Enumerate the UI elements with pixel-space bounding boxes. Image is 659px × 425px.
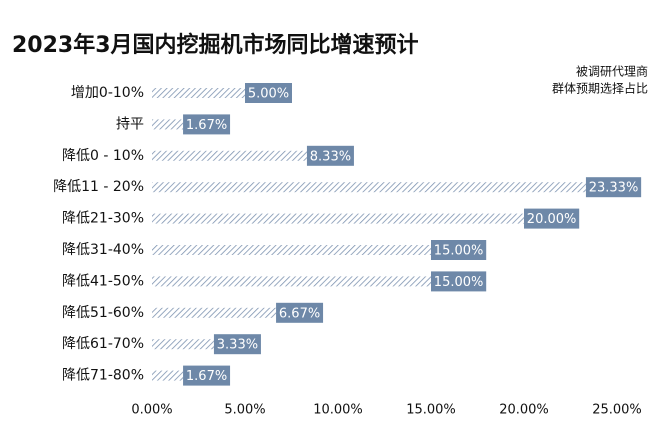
y-tick-label: 降低21-30%: [62, 211, 144, 227]
y-tick-label: 降低41-50%: [62, 273, 144, 289]
x-tick-label: 15.00%: [406, 403, 456, 418]
value-label: 15.00%: [434, 275, 484, 290]
value-label-box: [245, 83, 292, 103]
x-tick-label: 0.00%: [131, 403, 172, 418]
value-label-box: [213, 334, 261, 355]
value-label-box: [431, 271, 487, 292]
value-label-box: [585, 177, 642, 198]
value-label-box: [183, 365, 231, 386]
bar: [152, 307, 277, 318]
value-label: 5.00%: [248, 87, 289, 102]
value-label: 8.33%: [310, 149, 351, 164]
y-tick-label: 增加0-10%: [71, 85, 144, 101]
value-label: 23.33%: [589, 181, 639, 196]
bar: [152, 276, 431, 287]
y-tick-label: 持平: [116, 116, 144, 132]
bar: [152, 182, 586, 193]
y-tick-label: 降低71-80%: [62, 368, 144, 384]
y-tick-label: 降低0 - 10%: [62, 148, 144, 164]
y-tick-label: 降低61-70%: [62, 336, 144, 352]
bar: [152, 245, 431, 255]
y-tick-label: 降低11 - 20%: [53, 179, 144, 195]
value-label-box: [276, 302, 324, 323]
y-tick-label: 降低31-40%: [62, 242, 144, 258]
subtitle: 群体预期选择占比: [552, 81, 648, 96]
value-label: 15.00%: [434, 244, 484, 259]
value-label-box: [183, 114, 231, 135]
subtitle: 被调研代理商: [576, 64, 648, 79]
value-label: 1.67%: [186, 118, 227, 133]
chart-title: 2023年3月国内挖掘机市场同比增速预计: [12, 32, 419, 58]
x-tick-label: 25.00%: [592, 403, 642, 418]
bar: [152, 150, 307, 161]
x-tick-label: 5.00%: [224, 403, 265, 418]
value-label: 20.00%: [527, 212, 577, 227]
value-label: 3.33%: [217, 338, 258, 353]
value-label-box: [431, 240, 487, 260]
x-tick-label: 10.00%: [313, 403, 363, 418]
y-tick-label: 降低51-60%: [62, 305, 144, 321]
bar: [152, 370, 184, 381]
bar: [152, 88, 245, 98]
bar: [152, 119, 184, 130]
bar: [152, 339, 214, 350]
x-tick-label: 20.00%: [499, 403, 549, 418]
value-label: 1.67%: [186, 369, 227, 384]
bar: [152, 213, 524, 224]
value-label: 6.67%: [279, 306, 320, 321]
value-label-box: [306, 145, 354, 166]
value-label-box: [524, 208, 580, 229]
